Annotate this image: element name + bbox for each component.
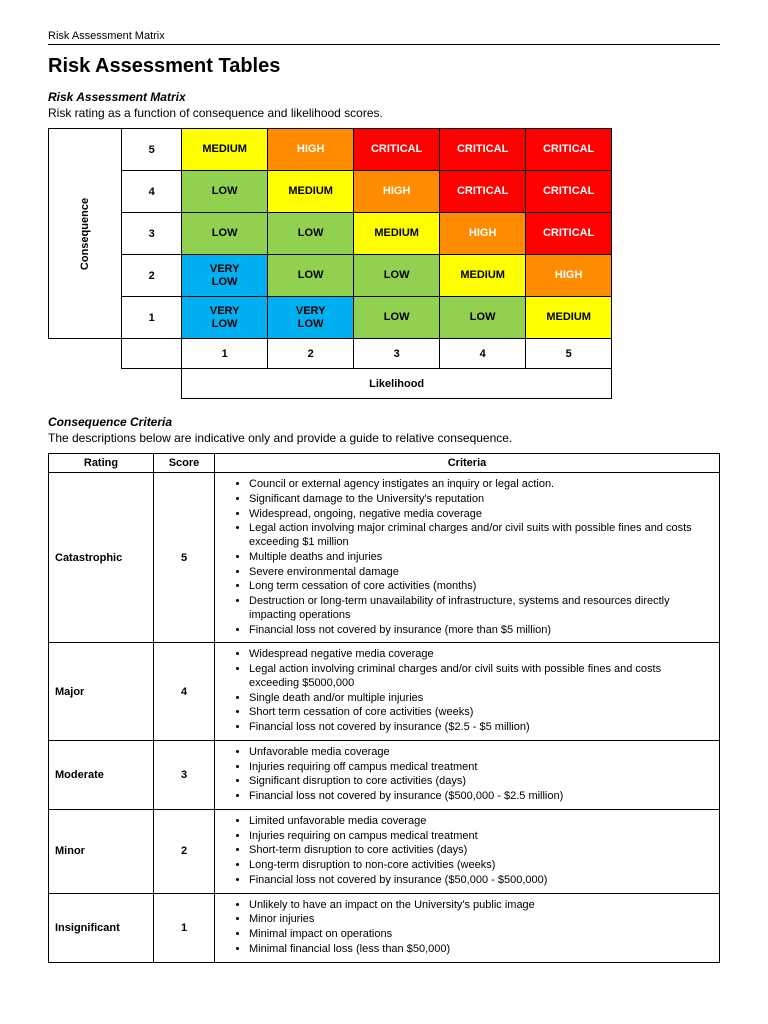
risk-cell: VERYLOW — [268, 297, 354, 339]
criteria-item: Unlikely to have an impact on the Univer… — [249, 899, 713, 913]
criteria-item: Minimal impact on operations — [249, 928, 713, 942]
risk-cell: CRITICAL — [526, 129, 612, 171]
risk-cell: LOW — [354, 255, 440, 297]
criteria-column-header: Criteria — [215, 454, 720, 473]
criteria-item: Injuries requiring on campus medical tre… — [249, 830, 713, 844]
criteria-cell: Council or external agency instigates an… — [215, 473, 720, 643]
criteria-rating: Major — [49, 643, 154, 741]
risk-cell: CRITICAL — [526, 213, 612, 255]
criteria-item: Significant damage to the University's r… — [249, 493, 713, 507]
criteria-item: Multiple deaths and injuries — [249, 551, 713, 565]
risk-cell: HIGH — [354, 171, 440, 213]
criteria-item: Short term cessation of core activities … — [249, 706, 713, 720]
risk-cell: MEDIUM — [182, 129, 268, 171]
risk-cell: CRITICAL — [440, 171, 526, 213]
document-header: Risk Assessment Matrix — [48, 30, 720, 45]
criteria-cell: Unfavorable media coverageInjuries requi… — [215, 740, 720, 809]
criteria-score: 4 — [154, 643, 215, 741]
criteria-rating: Minor — [49, 809, 154, 893]
matrix-section-desc: Risk rating as a function of consequence… — [48, 106, 720, 120]
criteria-item: Minimal financial loss (less than $50,00… — [249, 943, 713, 957]
risk-cell: VERYLOW — [182, 297, 268, 339]
risk-cell: LOW — [268, 255, 354, 297]
criteria-section-desc: The descriptions below are indicative on… — [48, 431, 720, 445]
consequence-value: 4 — [122, 171, 182, 213]
risk-cell: MEDIUM — [268, 171, 354, 213]
criteria-item: Financial loss not covered by insurance … — [249, 874, 713, 888]
criteria-rating: Moderate — [49, 740, 154, 809]
criteria-item: Long term cessation of core activities (… — [249, 580, 713, 594]
likelihood-value: 1 — [182, 339, 268, 369]
risk-cell: LOW — [354, 297, 440, 339]
criteria-item: Injuries requiring off campus medical tr… — [249, 761, 713, 775]
consequence-value: 5 — [122, 129, 182, 171]
likelihood-value: 5 — [526, 339, 612, 369]
criteria-score: 1 — [154, 893, 215, 962]
criteria-item: Financial loss not covered by insurance … — [249, 721, 713, 735]
risk-cell: HIGH — [268, 129, 354, 171]
risk-cell: LOW — [182, 171, 268, 213]
criteria-item: Legal action involving major criminal ch… — [249, 522, 713, 550]
risk-cell: MEDIUM — [440, 255, 526, 297]
criteria-score: 2 — [154, 809, 215, 893]
risk-cell: CRITICAL — [440, 129, 526, 171]
criteria-item: Minor injuries — [249, 913, 713, 927]
criteria-item: Short-term disruption to core activities… — [249, 844, 713, 858]
risk-matrix: Consequence5MEDIUMHIGHCRITICALCRITICALCR… — [48, 128, 720, 399]
criteria-column-header: Score — [154, 454, 215, 473]
criteria-item: Financial loss not covered by insurance … — [249, 790, 713, 804]
page-title: Risk Assessment Tables — [48, 55, 720, 78]
criteria-column-header: Rating — [49, 454, 154, 473]
consequence-value: 3 — [122, 213, 182, 255]
risk-cell: CRITICAL — [354, 129, 440, 171]
risk-cell: HIGH — [440, 213, 526, 255]
criteria-rating: Insignificant — [49, 893, 154, 962]
criteria-item: Council or external agency instigates an… — [249, 478, 713, 492]
criteria-section-title: Consequence Criteria — [48, 415, 720, 429]
likelihood-axis-label: Likelihood — [182, 369, 612, 399]
criteria-rating: Catastrophic — [49, 473, 154, 643]
risk-cell: HIGH — [526, 255, 612, 297]
criteria-item: Financial loss not covered by insurance … — [249, 624, 713, 638]
criteria-item: Widespread negative media coverage — [249, 648, 713, 662]
criteria-cell: Unlikely to have an impact on the Univer… — [215, 893, 720, 962]
risk-cell: LOW — [440, 297, 526, 339]
risk-cell: MEDIUM — [354, 213, 440, 255]
criteria-score: 3 — [154, 740, 215, 809]
criteria-item: Single death and/or multiple injuries — [249, 692, 713, 706]
criteria-cell: Widespread negative media coverageLegal … — [215, 643, 720, 741]
consequence-value: 1 — [122, 297, 182, 339]
criteria-score: 5 — [154, 473, 215, 643]
likelihood-value: 4 — [440, 339, 526, 369]
criteria-item: Destruction or long-term unavailability … — [249, 595, 713, 623]
criteria-cell: Limited unfavorable media coverageInjuri… — [215, 809, 720, 893]
criteria-table: RatingScoreCriteria Catastrophic5 Council … — [48, 453, 720, 963]
criteria-item: Severe environmental damage — [249, 566, 713, 580]
matrix-section-title: Risk Assessment Matrix — [48, 90, 720, 104]
consequence-value: 2 — [122, 255, 182, 297]
criteria-item: Unfavorable media coverage — [249, 746, 713, 760]
criteria-item: Legal action involving criminal charges … — [249, 663, 713, 691]
risk-cell: LOW — [268, 213, 354, 255]
risk-cell: MEDIUM — [526, 297, 612, 339]
risk-cell: LOW — [182, 213, 268, 255]
consequence-axis-label: Consequence — [49, 129, 122, 339]
criteria-item: Significant disruption to core activitie… — [249, 775, 713, 789]
risk-cell: VERYLOW — [182, 255, 268, 297]
likelihood-value: 3 — [354, 339, 440, 369]
risk-cell: CRITICAL — [526, 171, 612, 213]
criteria-item: Long-term disruption to non-core activit… — [249, 859, 713, 873]
likelihood-value: 2 — [268, 339, 354, 369]
criteria-item: Widespread, ongoing, negative media cove… — [249, 508, 713, 522]
criteria-item: Limited unfavorable media coverage — [249, 815, 713, 829]
